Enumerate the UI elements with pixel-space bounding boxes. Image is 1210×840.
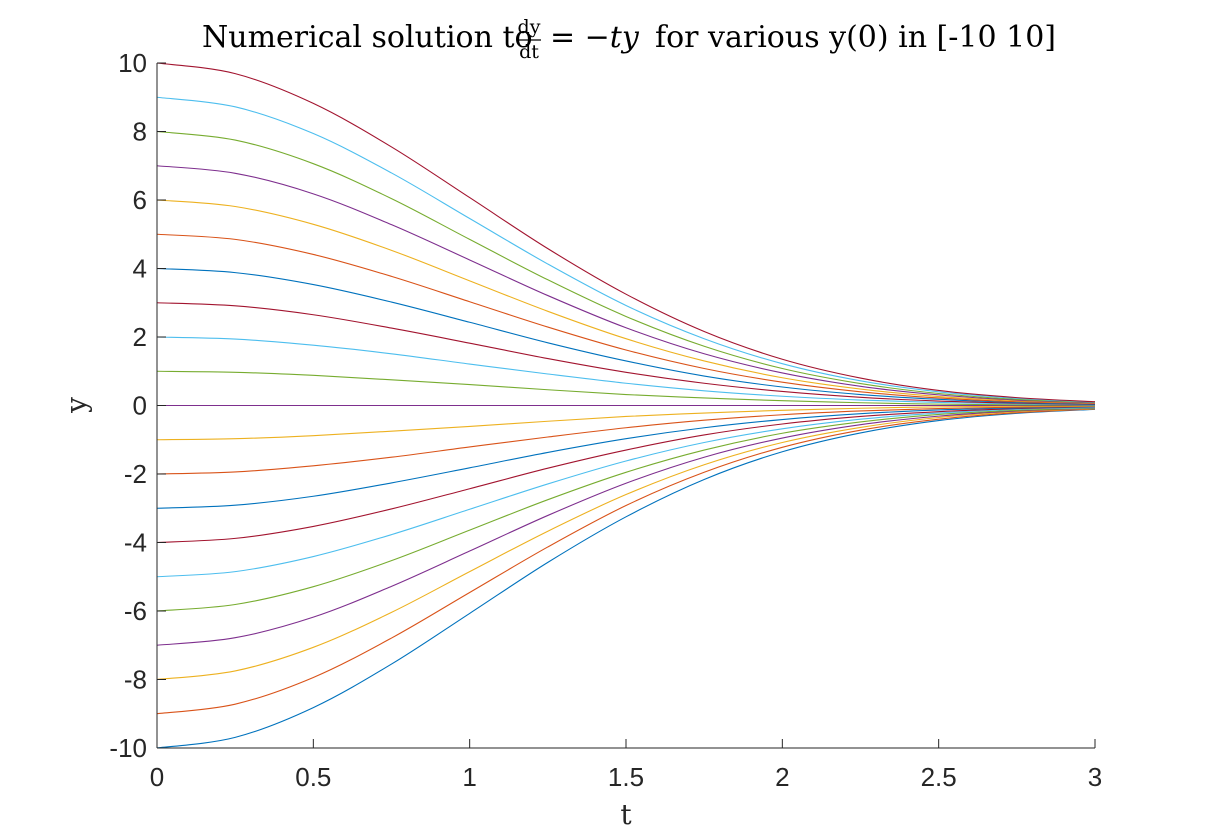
x-axis-label: t: [620, 798, 632, 831]
x-tick-label: 1.5: [608, 762, 644, 792]
series-line-0: [156, 408, 1096, 749]
series-line-13: [156, 302, 1096, 406]
chart-title-suffix: for various y(0) in [-10 10]: [655, 20, 1056, 55]
series-line-3: [156, 407, 1096, 646]
series-line-15: [156, 233, 1096, 404]
y-axis-label: y: [60, 397, 93, 414]
series-line-8: [156, 405, 1096, 475]
series-line-19: [156, 96, 1096, 403]
y-tick-label: 2: [133, 322, 147, 352]
series-line-2: [156, 408, 1096, 681]
chart-title-prefix: Numerical solution to: [202, 20, 533, 55]
series-line-20: [156, 62, 1096, 403]
chart-title-equation: = −ty: [550, 20, 640, 55]
series-line-9: [156, 405, 1096, 441]
series-line-5: [156, 407, 1096, 578]
series-line-18: [156, 130, 1096, 403]
chart-title: Numerical solution to dy dt = −ty for va…: [202, 16, 1056, 63]
x-tick-label: 2: [775, 762, 789, 792]
x-tick-label: 1: [462, 762, 476, 792]
series-line-17: [156, 165, 1096, 404]
y-tick-label: 8: [133, 117, 147, 147]
y-tick-label: -10: [109, 733, 147, 763]
y-tick-label: -8: [124, 665, 147, 695]
x-axis-ticks: 0 0.5 1 1.5 2 2.5 3: [150, 739, 1102, 792]
series-line-1: [156, 408, 1096, 715]
x-tick-label: 0.5: [295, 762, 331, 792]
y-tick-label: 6: [133, 185, 147, 215]
x-tick-label: 0: [150, 762, 164, 792]
y-tick-label: 0: [133, 391, 147, 421]
series-line-16: [156, 199, 1096, 404]
y-tick-label: 10: [118, 48, 147, 78]
y-tick-label: -6: [124, 596, 147, 626]
y-axis-ticks: -10 -8 -6 -4 -2 0 2 4 6 8 10: [109, 48, 166, 763]
series-line-12: [156, 336, 1096, 406]
chart-title-frac-denominator: dt: [519, 41, 539, 63]
series-line-11: [156, 370, 1096, 406]
series-line-6: [156, 406, 1096, 544]
y-tick-label: -4: [124, 528, 147, 558]
x-tick-label: 2.5: [921, 762, 957, 792]
y-tick-label: -2: [124, 459, 147, 489]
series-layer: [156, 62, 1096, 749]
series-line-7: [156, 405, 1096, 509]
y-tick-label: 4: [133, 254, 147, 284]
series-line-4: [156, 407, 1096, 612]
series-line-14: [156, 267, 1096, 405]
chart-title-frac-numerator: dy: [518, 16, 541, 38]
x-tick-label: 3: [1088, 762, 1102, 792]
